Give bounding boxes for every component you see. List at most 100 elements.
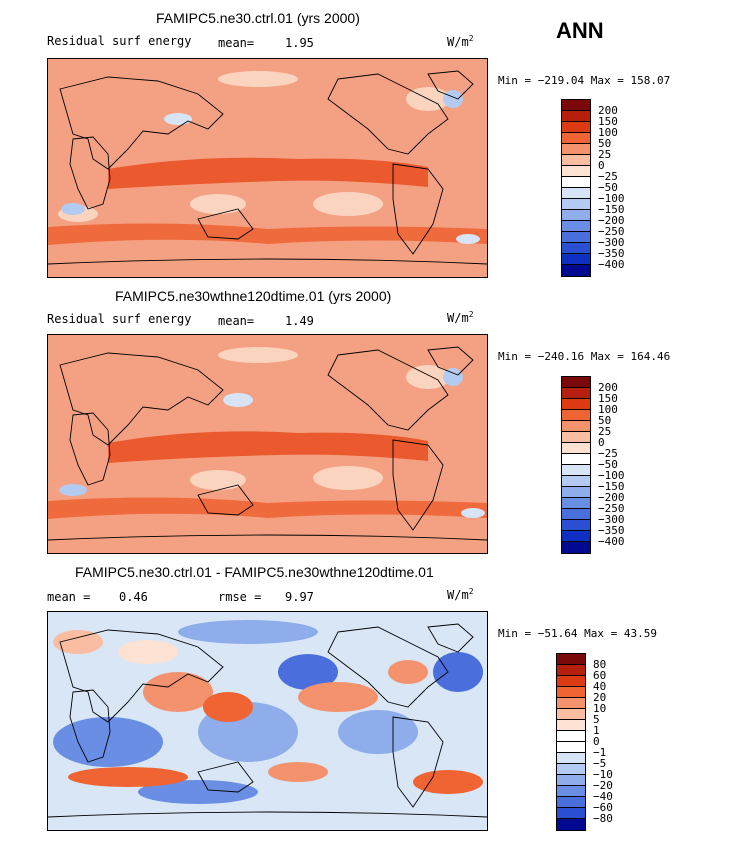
colorbar-level-label: 50: [598, 414, 612, 427]
colorbar-level-label: −40: [593, 790, 613, 803]
panel-1-map: [47, 58, 488, 278]
colorbar-level-label: −300: [598, 513, 625, 526]
colorbar-swatch: [557, 775, 585, 786]
colorbar-swatch: [562, 520, 590, 531]
colorbar-swatch: [557, 676, 585, 687]
colorbar-swatch: [557, 709, 585, 720]
panel-1-colorbar-labels: 200 150 100 50 25 0 −25 −50 −100 −150 −200 −250 −300…: [598, 99, 658, 275]
panel-3-rmse-label: rmse =: [218, 590, 262, 604]
panel-1-map-field: [48, 70, 487, 265]
colorbar-swatch: [562, 421, 590, 432]
panel-1-mean-value: 1.95: [285, 36, 314, 50]
colorbar-swatch: [562, 100, 590, 111]
colorbar-swatch: [562, 188, 590, 199]
colorbar-swatch: [562, 509, 590, 520]
colorbar-swatch: [557, 742, 585, 753]
colorbar-level-label: 5: [593, 713, 600, 726]
colorbar-level-label: 25: [598, 148, 612, 161]
colorbar-level-label: 10: [593, 702, 607, 715]
colorbar-level-label: −25: [598, 170, 618, 183]
colorbar-swatch: [562, 265, 590, 276]
panel-2-minmax: Min = −240.16 Max = 164.46: [498, 350, 671, 363]
colorbar-level-label: −100: [598, 469, 625, 482]
colorbar-level-label: −150: [598, 203, 625, 216]
colorbar-level-label: 100: [598, 126, 618, 139]
colorbar-swatch: [562, 232, 590, 243]
colorbar-swatch: [562, 410, 590, 421]
colorbar-swatch: [562, 155, 590, 166]
colorbar-level-label: −200: [598, 214, 625, 227]
colorbar-level-label: −250: [598, 502, 625, 515]
colorbar-level-label: 1: [593, 724, 600, 737]
colorbar-swatch: [557, 654, 585, 665]
colorbar-swatch: [562, 454, 590, 465]
panel-2-mean-value: 1.49: [285, 314, 314, 328]
panel-3-colorbar-labels: 80 60 40 20 10 5 1 0 −1 −5 −10 −20 −40 −60 −80: [593, 653, 653, 829]
panel-1-variable: Residual surf energy: [47, 34, 192, 48]
colorbar-level-label: −5: [593, 757, 607, 770]
colorbar-level-label: 20: [593, 691, 607, 704]
colorbar-swatch: [562, 177, 590, 188]
colorbar-level-label: −400: [598, 535, 625, 548]
colorbar-level-label: 60: [593, 669, 607, 682]
colorbar-swatch: [557, 753, 585, 764]
colorbar-level-label: −250: [598, 225, 625, 238]
colorbar-swatch: [562, 122, 590, 133]
panel-3-mean-value: 0.46: [119, 590, 148, 604]
panel-2-colorbar-labels: 200 150 100 50 25 0 −25 −50 −100 −150 −200 −250 −300…: [598, 376, 658, 552]
colorbar-swatch: [557, 786, 585, 797]
panel-3-map: [47, 611, 488, 831]
colorbar-swatch: [557, 698, 585, 709]
panel-3-units: W/m2: [447, 587, 474, 602]
colorbar-swatch: [562, 388, 590, 399]
colorbar-swatch: [562, 377, 590, 388]
colorbar-level-label: 50: [598, 137, 612, 150]
colorbar-swatch: [562, 199, 590, 210]
colorbar-swatch: [562, 254, 590, 265]
colorbar-level-label: 25: [598, 425, 612, 438]
colorbar-swatch: [557, 764, 585, 775]
colorbar-swatch: [562, 432, 590, 443]
colorbar-level-label: 0: [598, 159, 605, 172]
colorbar-swatch: [562, 111, 590, 122]
colorbar-level-label: −25: [598, 447, 618, 460]
panel-2-map-field: [48, 346, 487, 541]
panel-1-minmax: Min = −219.04 Max = 158.07: [498, 74, 671, 87]
panel-3-minmax: Min = −51.64 Max = 43.59: [498, 627, 657, 640]
colorbar-swatch: [562, 531, 590, 542]
panel-1-units: W/m2: [447, 34, 474, 49]
colorbar-swatch: [562, 399, 590, 410]
colorbar-level-label: −60: [593, 801, 613, 814]
colorbar-swatch: [557, 797, 585, 808]
panel-2-units: W/m2: [447, 310, 474, 325]
panel-3-mean-label: mean =: [47, 590, 91, 604]
panel-2-title: FAMIPC5.ne30wthne120dtime.01 (yrs 2000): [115, 288, 392, 304]
colorbar-level-label: 150: [598, 392, 618, 405]
colorbar-level-label: −300: [598, 236, 625, 249]
colorbar-swatch: [557, 808, 585, 819]
colorbar-level-label: −50: [598, 181, 618, 194]
season-label: ANN: [556, 18, 604, 43]
panel-3-map-field: [48, 620, 487, 818]
colorbar-swatch: [557, 720, 585, 731]
colorbar-swatch: [562, 487, 590, 498]
panel-1-title: FAMIPC5.ne30.ctrl.01 (yrs 2000): [156, 10, 360, 26]
colorbar-swatch: [557, 731, 585, 742]
colorbar-level-label: 200: [598, 104, 618, 117]
colorbar-level-label: −400: [598, 258, 625, 271]
colorbar-level-label: −200: [598, 491, 625, 504]
panel-2-mean-label: mean=: [218, 314, 255, 328]
panel-1-mean-label: mean=: [218, 36, 255, 50]
colorbar-swatch: [562, 476, 590, 487]
colorbar-swatch: [557, 819, 585, 830]
colorbar-level-label: −350: [598, 247, 625, 260]
colorbar-level-label: −150: [598, 480, 625, 493]
colorbar-swatch: [562, 133, 590, 144]
colorbar-swatch: [562, 465, 590, 476]
colorbar-swatch: [562, 221, 590, 232]
colorbar-level-label: 0: [598, 436, 605, 449]
colorbar-level-label: 150: [598, 115, 618, 128]
panel-3-rmse-value: 9.97: [285, 590, 314, 604]
panel-1-colorbar: [561, 99, 591, 277]
colorbar-level-label: −10: [593, 768, 613, 781]
